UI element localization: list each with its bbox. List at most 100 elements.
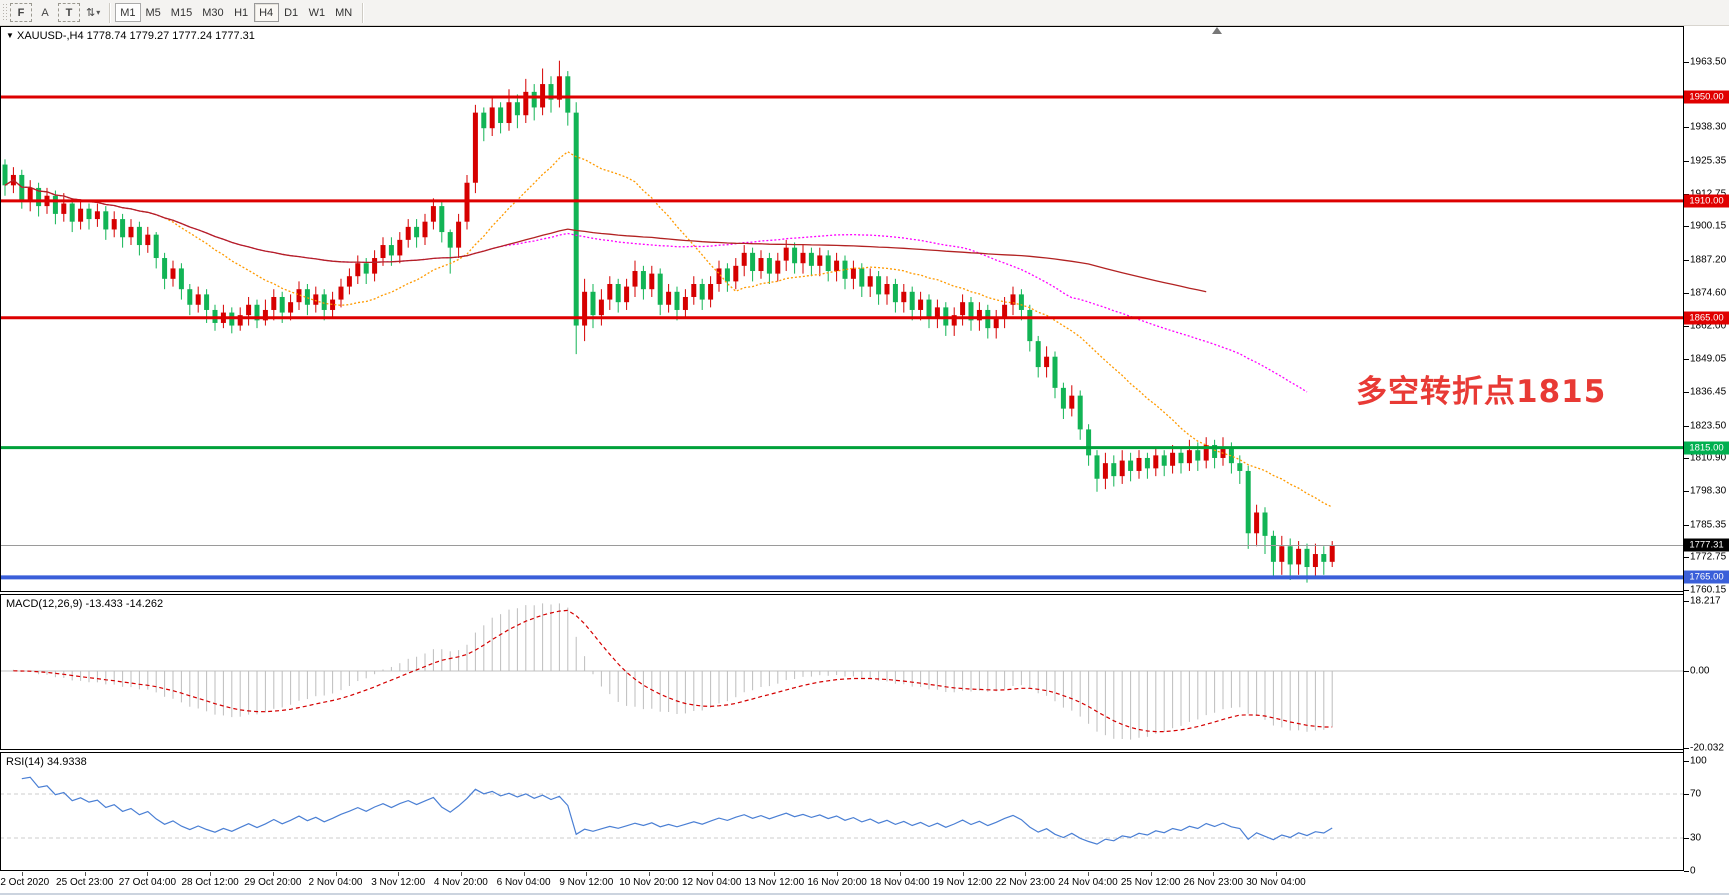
toolbar: F A T ⇅ ▾ M1 M5 M15 M30 H1 H4 D1 W1 MN bbox=[0, 0, 1729, 26]
price-tick-label: 1823.50 bbox=[1690, 420, 1727, 431]
time-tick-label: 22 Oct 2020 bbox=[0, 877, 50, 888]
rsi-tick-label: 0 bbox=[1690, 865, 1696, 877]
timeframe-button-m5[interactable]: M5 bbox=[145, 6, 161, 19]
time-tick-label: 10 Nov 20:00 bbox=[619, 877, 679, 888]
time-tick-mark bbox=[523, 872, 525, 876]
time-tick-mark bbox=[586, 872, 588, 876]
macd-tick-label: -20.032 bbox=[1690, 742, 1724, 754]
price-tick-label: 1862.00 bbox=[1690, 320, 1727, 332]
price-tick-label: 1912.75 bbox=[1690, 188, 1726, 199]
time-tick-label: 30 Nov 04:00 bbox=[1246, 877, 1306, 888]
timeframe-button-m1[interactable]: M1 bbox=[115, 3, 141, 22]
timeframe-button-w1[interactable]: W1 bbox=[308, 6, 326, 19]
time-tick-mark bbox=[711, 872, 713, 876]
level-price-badge: 1865.00 bbox=[1684, 311, 1729, 325]
price-tick-mark bbox=[1684, 490, 1689, 492]
time-tick-mark bbox=[1087, 872, 1089, 876]
time-tick-label: 25 Nov 12:00 bbox=[1120, 877, 1181, 888]
rsi-tick-mark bbox=[1684, 838, 1689, 839]
price-tick-label: 1874.60 bbox=[1690, 287, 1727, 299]
level-price-badge: 1765.00 bbox=[1684, 570, 1729, 584]
time-tick-mark bbox=[398, 872, 400, 876]
time-tick-label: 25 Oct 23:00 bbox=[56, 877, 114, 888]
price-tick-label: 1836.45 bbox=[1690, 386, 1727, 398]
price-tick-label: 1887.20 bbox=[1690, 254, 1727, 266]
macd-tick-label: 0.00 bbox=[1690, 665, 1710, 677]
macd-tick-label: 18.217 bbox=[1690, 595, 1721, 607]
chart-title: ▼ XAUUSD-,H4 1778.74 1779.27 1777.24 177… bbox=[6, 30, 255, 42]
time-tick-mark bbox=[1213, 872, 1215, 876]
time-tick-label: 16 Nov 20:00 bbox=[807, 877, 867, 888]
time-tick-label: 22 Nov 23:00 bbox=[995, 877, 1055, 888]
price-tick-label: 1798.30 bbox=[1690, 485, 1727, 497]
time-tick-mark bbox=[272, 872, 274, 876]
rsi-tick-mark bbox=[1684, 794, 1689, 795]
moving-average-line bbox=[4, 179, 1207, 293]
symbol-collapse-icon[interactable]: ▼ bbox=[6, 31, 14, 40]
rsi-tick-label: 30 bbox=[1690, 832, 1702, 844]
moving-average-line bbox=[4, 151, 1333, 508]
price-tick-label: 1849.05 bbox=[1690, 353, 1727, 365]
candlesticks bbox=[2, 60, 1335, 583]
time-tick-label: 27 Oct 04:00 bbox=[118, 877, 177, 888]
rsi-tick-label: 100 bbox=[1690, 755, 1707, 767]
price-tick-mark bbox=[1684, 458, 1689, 460]
time-tick-mark bbox=[899, 872, 901, 876]
text-label-icon[interactable]: A bbox=[41, 6, 49, 19]
price-tick-mark bbox=[1684, 62, 1689, 63]
time-tick-mark bbox=[962, 872, 964, 876]
macd-histogram bbox=[12, 603, 1333, 740]
time-tick-label: 12 Nov 04:00 bbox=[681, 877, 742, 888]
chart-shift-marker-icon[interactable] bbox=[1212, 27, 1222, 34]
rsi-label: RSI(14) 34.9338 bbox=[6, 756, 87, 768]
timeframe-button-h4[interactable]: H4 bbox=[253, 3, 279, 22]
toolbar-separator bbox=[109, 2, 111, 23]
ohlc-readout: 1778.74 1779.27 1777.24 1777.31 bbox=[86, 30, 255, 42]
macd-tick-mark bbox=[1684, 600, 1689, 602]
rsi-tick-mark bbox=[1684, 761, 1689, 762]
price-tick-mark bbox=[1684, 193, 1689, 195]
time-tick-label: 24 Nov 04:00 bbox=[1058, 877, 1118, 888]
time-tick-mark bbox=[1025, 872, 1027, 876]
price-tick-label: 1772.75 bbox=[1690, 551, 1727, 563]
time-tick-label: 29 Oct 20:00 bbox=[244, 877, 302, 888]
time-tick-mark bbox=[1276, 872, 1277, 876]
price-tick-mark bbox=[1684, 161, 1689, 163]
time-tick-label: 4 Nov 20:00 bbox=[433, 877, 488, 888]
rsi-tick-label: 70 bbox=[1690, 788, 1702, 800]
time-tick-mark bbox=[335, 872, 337, 876]
timeframe-button-h1[interactable]: H1 bbox=[234, 6, 249, 19]
macd-label: MACD(12,26,9) -13.433 -14.262 bbox=[6, 598, 164, 610]
macd-signal-line bbox=[13, 609, 1333, 733]
indicator-frame-icon[interactable]: F bbox=[10, 3, 32, 22]
moving-average-line bbox=[4, 179, 1308, 393]
rsi-tick-mark bbox=[1684, 871, 1689, 872]
timeframe-button-m15[interactable]: M15 bbox=[170, 6, 193, 19]
time-tick-label: 13 Nov 12:00 bbox=[744, 877, 805, 888]
time-tick-mark bbox=[460, 872, 462, 876]
price-tick-label: 1963.50 bbox=[1690, 56, 1727, 68]
chart-text-annotation[interactable]: 多空转折点1815 bbox=[1356, 374, 1607, 410]
time-tick-label: 3 Nov 12:00 bbox=[371, 877, 426, 888]
time-tick-label: 28 Oct 12:00 bbox=[181, 877, 239, 888]
time-tick-label: 2 Nov 04:00 bbox=[308, 877, 363, 888]
dropdown-caret-icon[interactable]: ▾ bbox=[96, 8, 101, 17]
price-tick-label: 1810.90 bbox=[1690, 452, 1727, 464]
time-tick-mark bbox=[84, 872, 86, 876]
timeframe-button-d1[interactable]: D1 bbox=[284, 6, 299, 19]
toolbar-drag-handle[interactable] bbox=[2, 3, 8, 22]
current-price-badge: 1777.31 bbox=[1684, 538, 1729, 552]
cycle-arrows-icon[interactable]: ⇅ ▾ bbox=[86, 7, 101, 19]
text-box-icon[interactable]: T bbox=[58, 3, 80, 22]
time-tick-mark bbox=[210, 872, 212, 876]
macd-tick-mark bbox=[1684, 748, 1689, 750]
timeframe-button-m30[interactable]: M30 bbox=[202, 6, 224, 19]
timeframe-button-mn[interactable]: MN bbox=[335, 6, 353, 19]
symbol-timeframe: XAUUSD-,H4 bbox=[16, 30, 84, 42]
rsi-line bbox=[21, 776, 1333, 845]
price-tick-mark bbox=[1684, 557, 1689, 559]
level-price-badge: 1950.00 bbox=[1684, 90, 1729, 104]
price-tick-mark bbox=[1684, 325, 1689, 327]
